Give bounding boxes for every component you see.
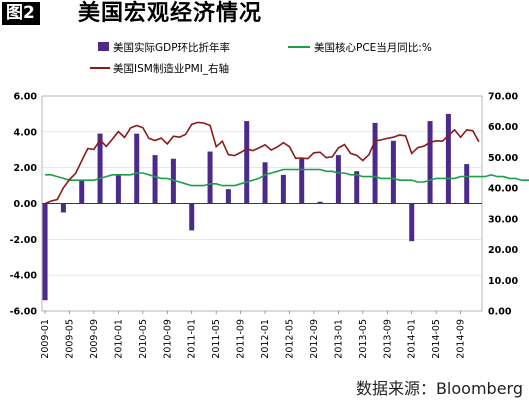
x-axis-tick-label: 2013-01 xyxy=(333,319,344,359)
left-axis-tick-label: 4.00 xyxy=(14,127,38,138)
legend-label-gdp: 美国实际GDP环比折年率 xyxy=(113,41,230,54)
gdp-bar xyxy=(427,121,433,204)
right-axis-tick-label: 0.00 xyxy=(488,307,512,318)
x-axis-tick-label: 2010-05 xyxy=(138,319,149,359)
gdp-bar xyxy=(317,201,323,204)
x-axis-tick-label: 2011-01 xyxy=(187,319,198,359)
x-axis-tick-label: 2012-05 xyxy=(285,319,296,359)
right-axis-tick-label: 70.00 xyxy=(488,92,518,103)
gdp-bar xyxy=(445,113,451,204)
core-pce-line xyxy=(45,168,529,187)
left-axis-ticks: 6.00 4.00 2.00 0.00 -2.00 -4.00 -6.00 xyxy=(10,92,38,318)
x-axis-tick-label: 2014-01 xyxy=(407,319,418,359)
left-axis-tick-label: -6.00 xyxy=(10,307,38,318)
x-axis-tick-label: 2009-05 xyxy=(65,319,76,359)
left-axis-tick-label: 2.00 xyxy=(14,163,38,174)
x-axis-ticks: 2009-01 2009-05 2009-09 2010-01 2010-05 2010-… xyxy=(40,311,467,359)
gdp-bar xyxy=(464,164,470,204)
gdp-bar xyxy=(262,162,268,204)
left-axis-tick-label: 0.00 xyxy=(14,199,38,210)
legend-label-ism: 美国ISM制造业PMI_右轴 xyxy=(113,62,229,75)
chart-title: 美国宏观经济情况 xyxy=(78,0,263,26)
ism-pmi-line xyxy=(44,121,480,205)
legend-label-pce: 美国核心PCE当月同比:% xyxy=(314,41,432,54)
gdp-bar xyxy=(97,133,103,204)
figure-label: 图2 xyxy=(2,2,40,25)
gdp-bar xyxy=(189,203,195,231)
gdp-bar xyxy=(42,203,48,301)
right-axis-tick-label: 50.00 xyxy=(488,153,518,164)
gdp-bar xyxy=(390,140,396,204)
gdp-bar xyxy=(299,158,305,204)
right-axis-tick-label: 30.00 xyxy=(488,214,518,225)
right-axis-tick-label: 60.00 xyxy=(488,122,518,133)
x-axis-tick-label: 2014-09 xyxy=(456,319,467,359)
gdp-bar xyxy=(354,171,360,204)
grid-lines xyxy=(42,131,482,276)
right-axis-tick-label: 10.00 xyxy=(488,276,518,287)
x-axis-tick-label: 2014-05 xyxy=(431,319,442,359)
gdp-bar xyxy=(372,122,378,204)
x-axis-tick-label: 2010-09 xyxy=(162,319,173,359)
gdp-bar xyxy=(152,155,158,204)
gdp-bar xyxy=(409,203,415,242)
right-axis-tick-label: 40.00 xyxy=(488,184,518,195)
gdp-bar xyxy=(335,155,341,204)
gdp-bar xyxy=(170,158,176,204)
left-axis-tick-label: 6.00 xyxy=(14,92,38,103)
x-axis-tick-label: 2011-05 xyxy=(211,319,222,359)
x-axis-tick-label: 2013-05 xyxy=(358,319,369,359)
x-axis-tick-label: 2009-09 xyxy=(89,319,100,359)
gdp-bars xyxy=(42,113,470,301)
legend-swatch-gdp xyxy=(98,42,109,51)
gdp-bar xyxy=(225,189,231,204)
x-axis-tick-label: 2009-01 xyxy=(40,319,51,359)
x-axis-tick-label: 2010-01 xyxy=(113,319,124,359)
x-axis-tick-label: 2012-01 xyxy=(260,319,271,359)
gdp-bar xyxy=(244,121,250,204)
right-axis-tick-label: 20.00 xyxy=(488,245,518,256)
x-axis-tick-label: 2013-09 xyxy=(382,319,393,359)
right-axis-ticks: 70.00 60.00 50.00 40.00 30.00 20.00 10.00 0.00 xyxy=(488,92,518,318)
left-axis-tick-label: -2.00 xyxy=(10,235,38,246)
x-axis-tick-label: 2011-09 xyxy=(236,319,247,359)
left-axis-tick-label: -4.00 xyxy=(10,271,38,282)
x-axis-tick-label: 2012-09 xyxy=(309,319,320,359)
gdp-bar xyxy=(134,133,140,204)
line-series xyxy=(44,121,529,205)
gdp-bar xyxy=(207,151,213,204)
gdp-bar xyxy=(79,180,85,204)
source-note: 数据来源：Bloomberg xyxy=(355,379,523,398)
gdp-bar xyxy=(60,203,66,213)
gdp-bar xyxy=(115,174,121,204)
gdp-bar xyxy=(280,174,286,204)
legend: 美国实际GDP环比折年率 美国核心PCE当月同比:% 美国ISM制造业PMI_右… xyxy=(90,41,432,75)
